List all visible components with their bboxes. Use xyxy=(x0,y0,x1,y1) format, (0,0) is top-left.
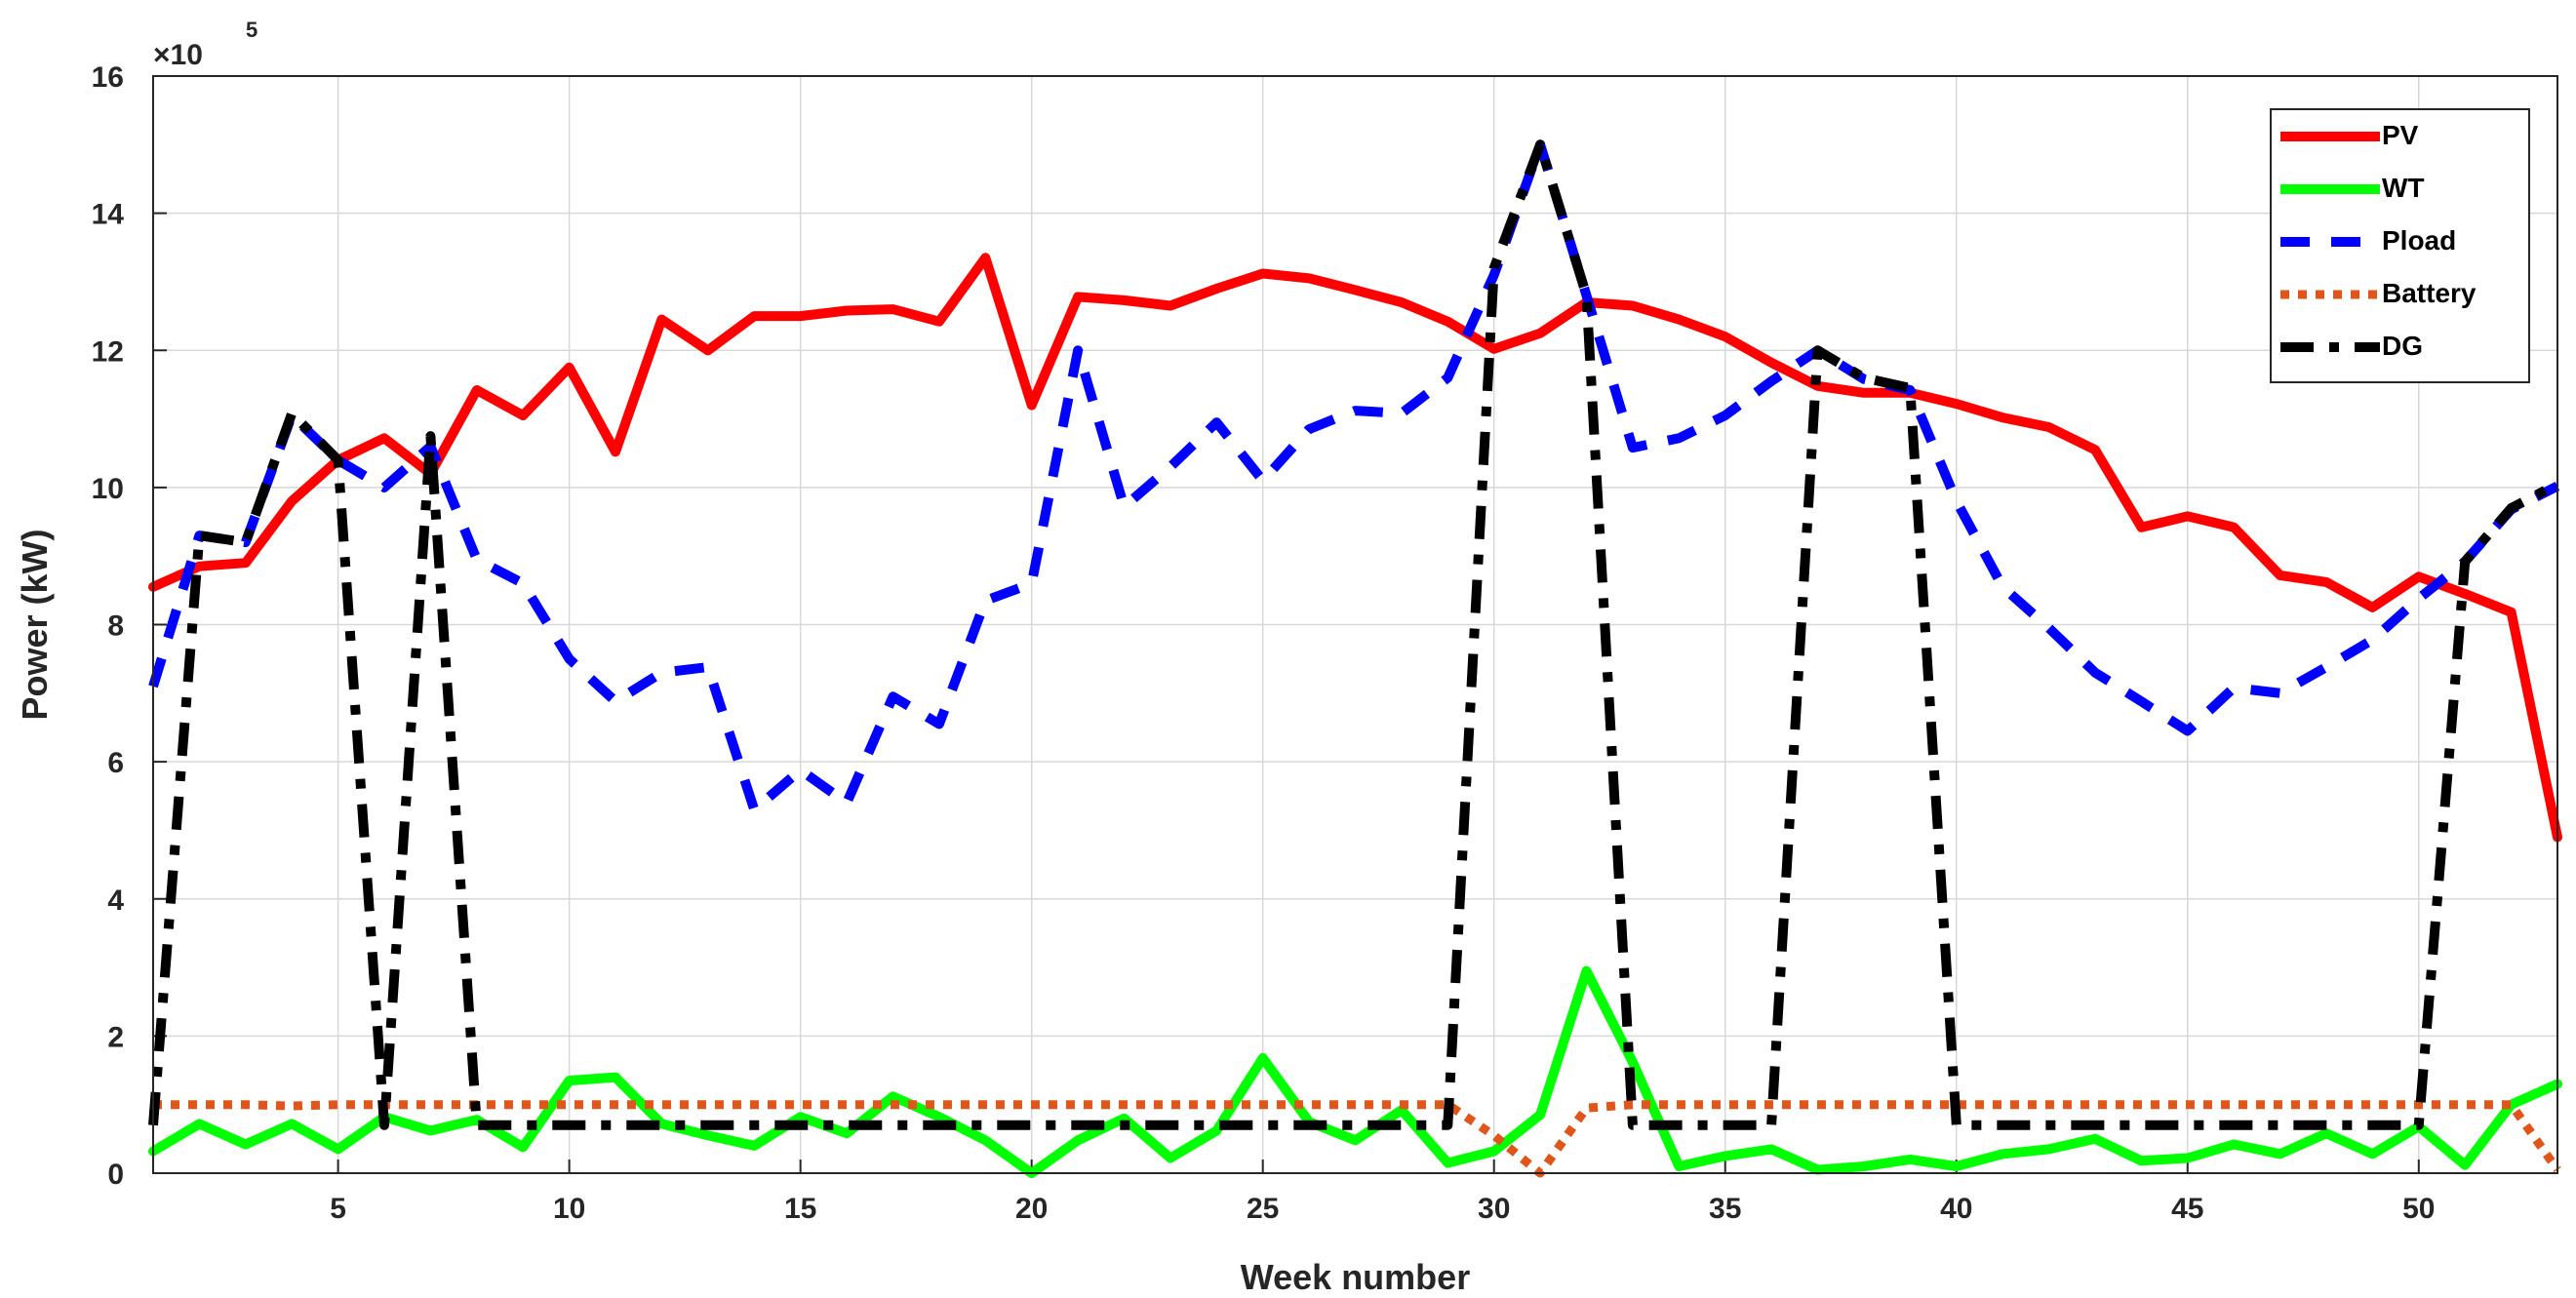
legend-label-pv: PV xyxy=(2382,120,2419,150)
x-tick-label: 45 xyxy=(2171,1193,2203,1225)
x-tick-label: 40 xyxy=(1940,1193,1972,1225)
x-tick-label: 10 xyxy=(553,1193,585,1225)
series-line-battery xyxy=(153,1100,2561,1178)
y-tick-label: 0 xyxy=(107,1159,124,1191)
x-tick-labels: 5 10 15 20 25 30 35 40 45 50 xyxy=(330,1193,2435,1225)
x-tick-label: 15 xyxy=(784,1193,816,1225)
y-exponent-base: ×10 xyxy=(153,39,203,71)
legend-label-battery: Battery xyxy=(2382,278,2477,308)
legend: PV WT Pload Battery DG xyxy=(2270,108,2530,383)
axes-frame xyxy=(152,75,2558,1174)
x-axis-label: Week number xyxy=(1241,1257,1470,1297)
x-tick-label: 30 xyxy=(1478,1193,1510,1225)
series-line-wt xyxy=(148,965,2562,1178)
y-tick-label: 6 xyxy=(107,747,124,779)
y-tick-label: 10 xyxy=(92,473,124,505)
y-axis-label: Power (kW) xyxy=(15,529,55,720)
x-tick-label: 25 xyxy=(1247,1193,1279,1225)
series-layer xyxy=(148,139,2562,1178)
y-tick-label: 16 xyxy=(92,61,124,94)
x-tick-label: 20 xyxy=(1015,1193,1048,1225)
series-line-dg xyxy=(148,139,2560,1130)
y-tick-labels: 0 2 4 6 8 10 12 14 16 xyxy=(92,61,125,1191)
y-tick-label: 14 xyxy=(92,199,125,231)
grid-lines xyxy=(153,75,2557,1174)
series-line-pload xyxy=(148,139,2560,815)
series-line-pv xyxy=(148,253,2562,843)
x-tick-label: 35 xyxy=(1709,1193,1741,1225)
legend-label-pload: Pload xyxy=(2382,225,2456,256)
y-tick-label: 2 xyxy=(107,1021,124,1053)
y-tick-label: 8 xyxy=(107,610,124,643)
x-tick-label: 50 xyxy=(2402,1193,2435,1225)
legend-label-wt: WT xyxy=(2382,173,2425,203)
legend-box xyxy=(2270,108,2530,383)
y-tick-label: 12 xyxy=(92,335,124,368)
y-tick-label: 4 xyxy=(107,885,124,917)
legend-label-dg: DG xyxy=(2382,331,2423,361)
x-tick-label: 5 xyxy=(330,1193,346,1225)
y-exponent-power: 5 xyxy=(246,18,258,42)
